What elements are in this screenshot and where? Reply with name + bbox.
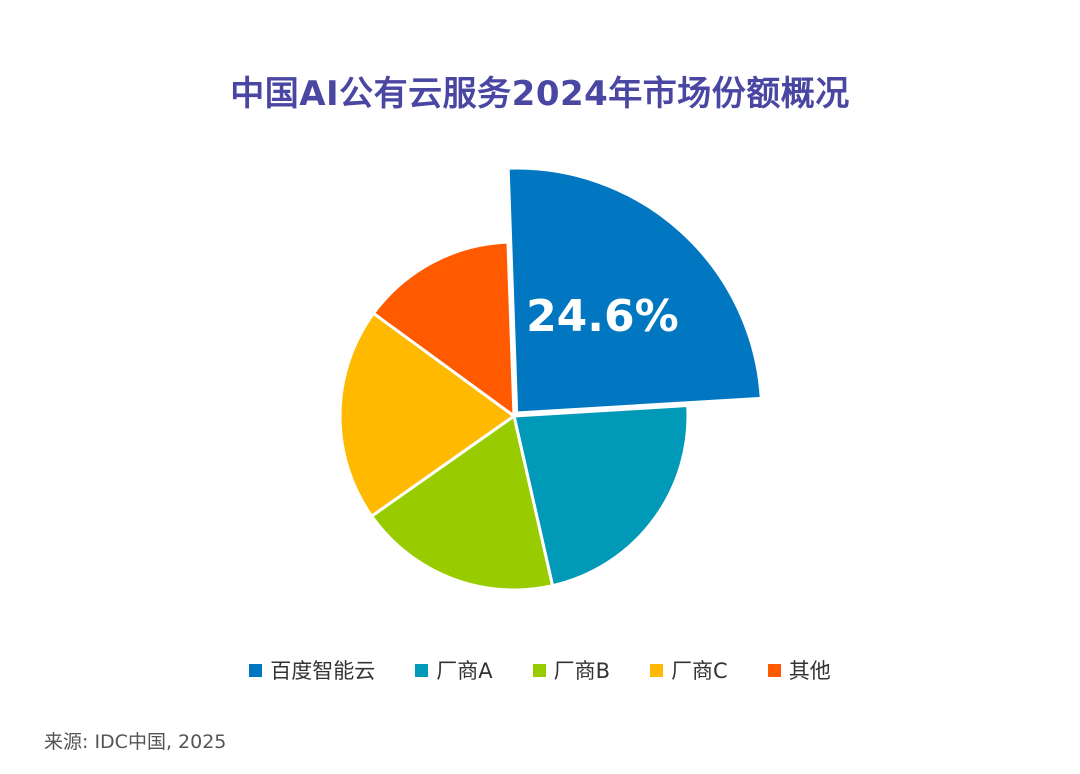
legend-label: 厂商B	[553, 659, 611, 683]
legend-item: 百度智能云	[249, 655, 375, 685]
legend-item: 厂商B	[532, 655, 611, 685]
pie-slice-1	[506, 166, 763, 415]
pie-slice-3	[370, 414, 555, 592]
legend-swatch	[532, 663, 546, 677]
slice-data-label: 24.6%	[526, 291, 679, 342]
legend-label: 厂商C	[671, 659, 728, 683]
chart-legend: 百度智能云 厂商A 厂商B 厂商C 其他	[0, 655, 1080, 685]
legend-label: 其他	[788, 659, 831, 683]
pie-slice-4	[338, 311, 516, 518]
legend-item: 厂商A	[415, 655, 493, 685]
source-note: 来源: IDC中国, 2025	[44, 731, 227, 753]
legend-item: 厂商C	[650, 655, 728, 685]
chart-title: 中国AI公有云服务2024年市场份额概况	[230, 74, 850, 114]
pie-slice-5	[372, 240, 516, 418]
legend-swatch	[767, 663, 781, 677]
legend-label: 百度智能云	[270, 659, 376, 683]
legend-swatch	[650, 663, 664, 677]
legend-swatch	[249, 663, 263, 677]
pie-slice-2	[512, 404, 690, 588]
legend-item: 其他	[767, 655, 831, 685]
legend-label: 厂商A	[436, 659, 493, 683]
legend-swatch	[415, 663, 429, 677]
